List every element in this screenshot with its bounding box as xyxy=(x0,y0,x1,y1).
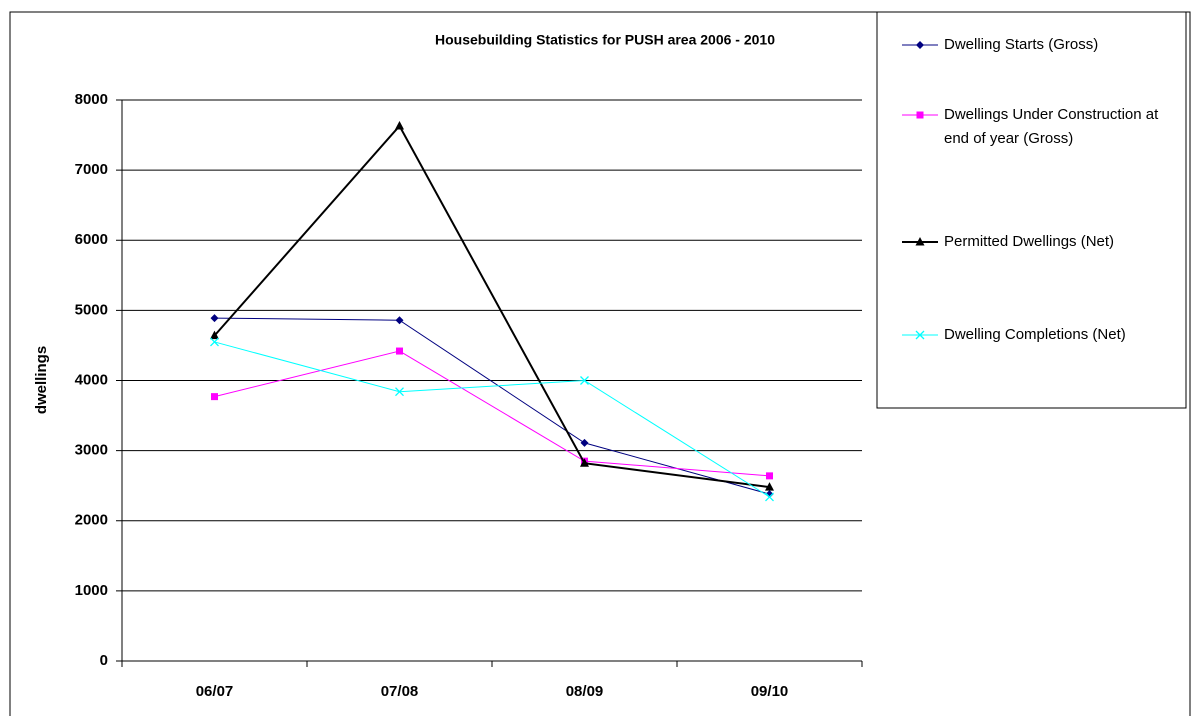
legend-label: Dwellings Under Construction at end of ye… xyxy=(944,106,1159,147)
legend-label: Dwelling Completions (Net) xyxy=(944,326,1126,343)
marker xyxy=(766,472,773,480)
marker xyxy=(210,314,219,323)
marker xyxy=(580,458,589,467)
x-tick-label: 06/07 xyxy=(196,683,234,700)
y-tick-label: 3000 xyxy=(75,442,108,459)
marker xyxy=(580,438,589,447)
x-tick-label: 09/10 xyxy=(751,683,789,700)
y-tick-label: 2000 xyxy=(75,512,108,529)
marker xyxy=(396,347,403,355)
series-line xyxy=(213,124,770,489)
legend-box xyxy=(876,11,1187,409)
y-tick-label: 8000 xyxy=(75,91,108,108)
series-line xyxy=(214,341,770,498)
marker xyxy=(916,111,924,119)
y-tick-label: 4000 xyxy=(75,371,108,388)
y-tick-label: 6000 xyxy=(75,231,108,248)
marker xyxy=(765,482,774,491)
marker xyxy=(395,120,404,130)
x-tick-label: 07/08 xyxy=(381,683,419,700)
legend-label: Permitted Dwellings (Net) xyxy=(944,233,1114,250)
legend-label: Dwelling Starts (Gross) xyxy=(944,36,1098,53)
marker xyxy=(210,337,219,347)
chart-border xyxy=(9,11,1191,716)
marker xyxy=(210,330,219,340)
series-line xyxy=(214,350,770,477)
marker xyxy=(765,492,774,502)
marker xyxy=(916,41,924,49)
marker xyxy=(580,376,589,385)
y-tick-label: 5000 xyxy=(75,301,108,318)
x-tick-label: 08/09 xyxy=(566,683,604,700)
marker xyxy=(395,387,404,397)
y-axis-label: dwellings xyxy=(33,346,50,414)
marker xyxy=(211,393,218,401)
marker xyxy=(915,330,925,340)
y-tick-label: 0 xyxy=(100,652,108,669)
marker xyxy=(395,316,404,325)
y-tick-label: 1000 xyxy=(75,582,108,599)
marker xyxy=(915,237,925,246)
y-tick-label: 7000 xyxy=(75,161,108,178)
chart-title: Housebuilding Statistics for PUSH area 2… xyxy=(435,32,775,48)
